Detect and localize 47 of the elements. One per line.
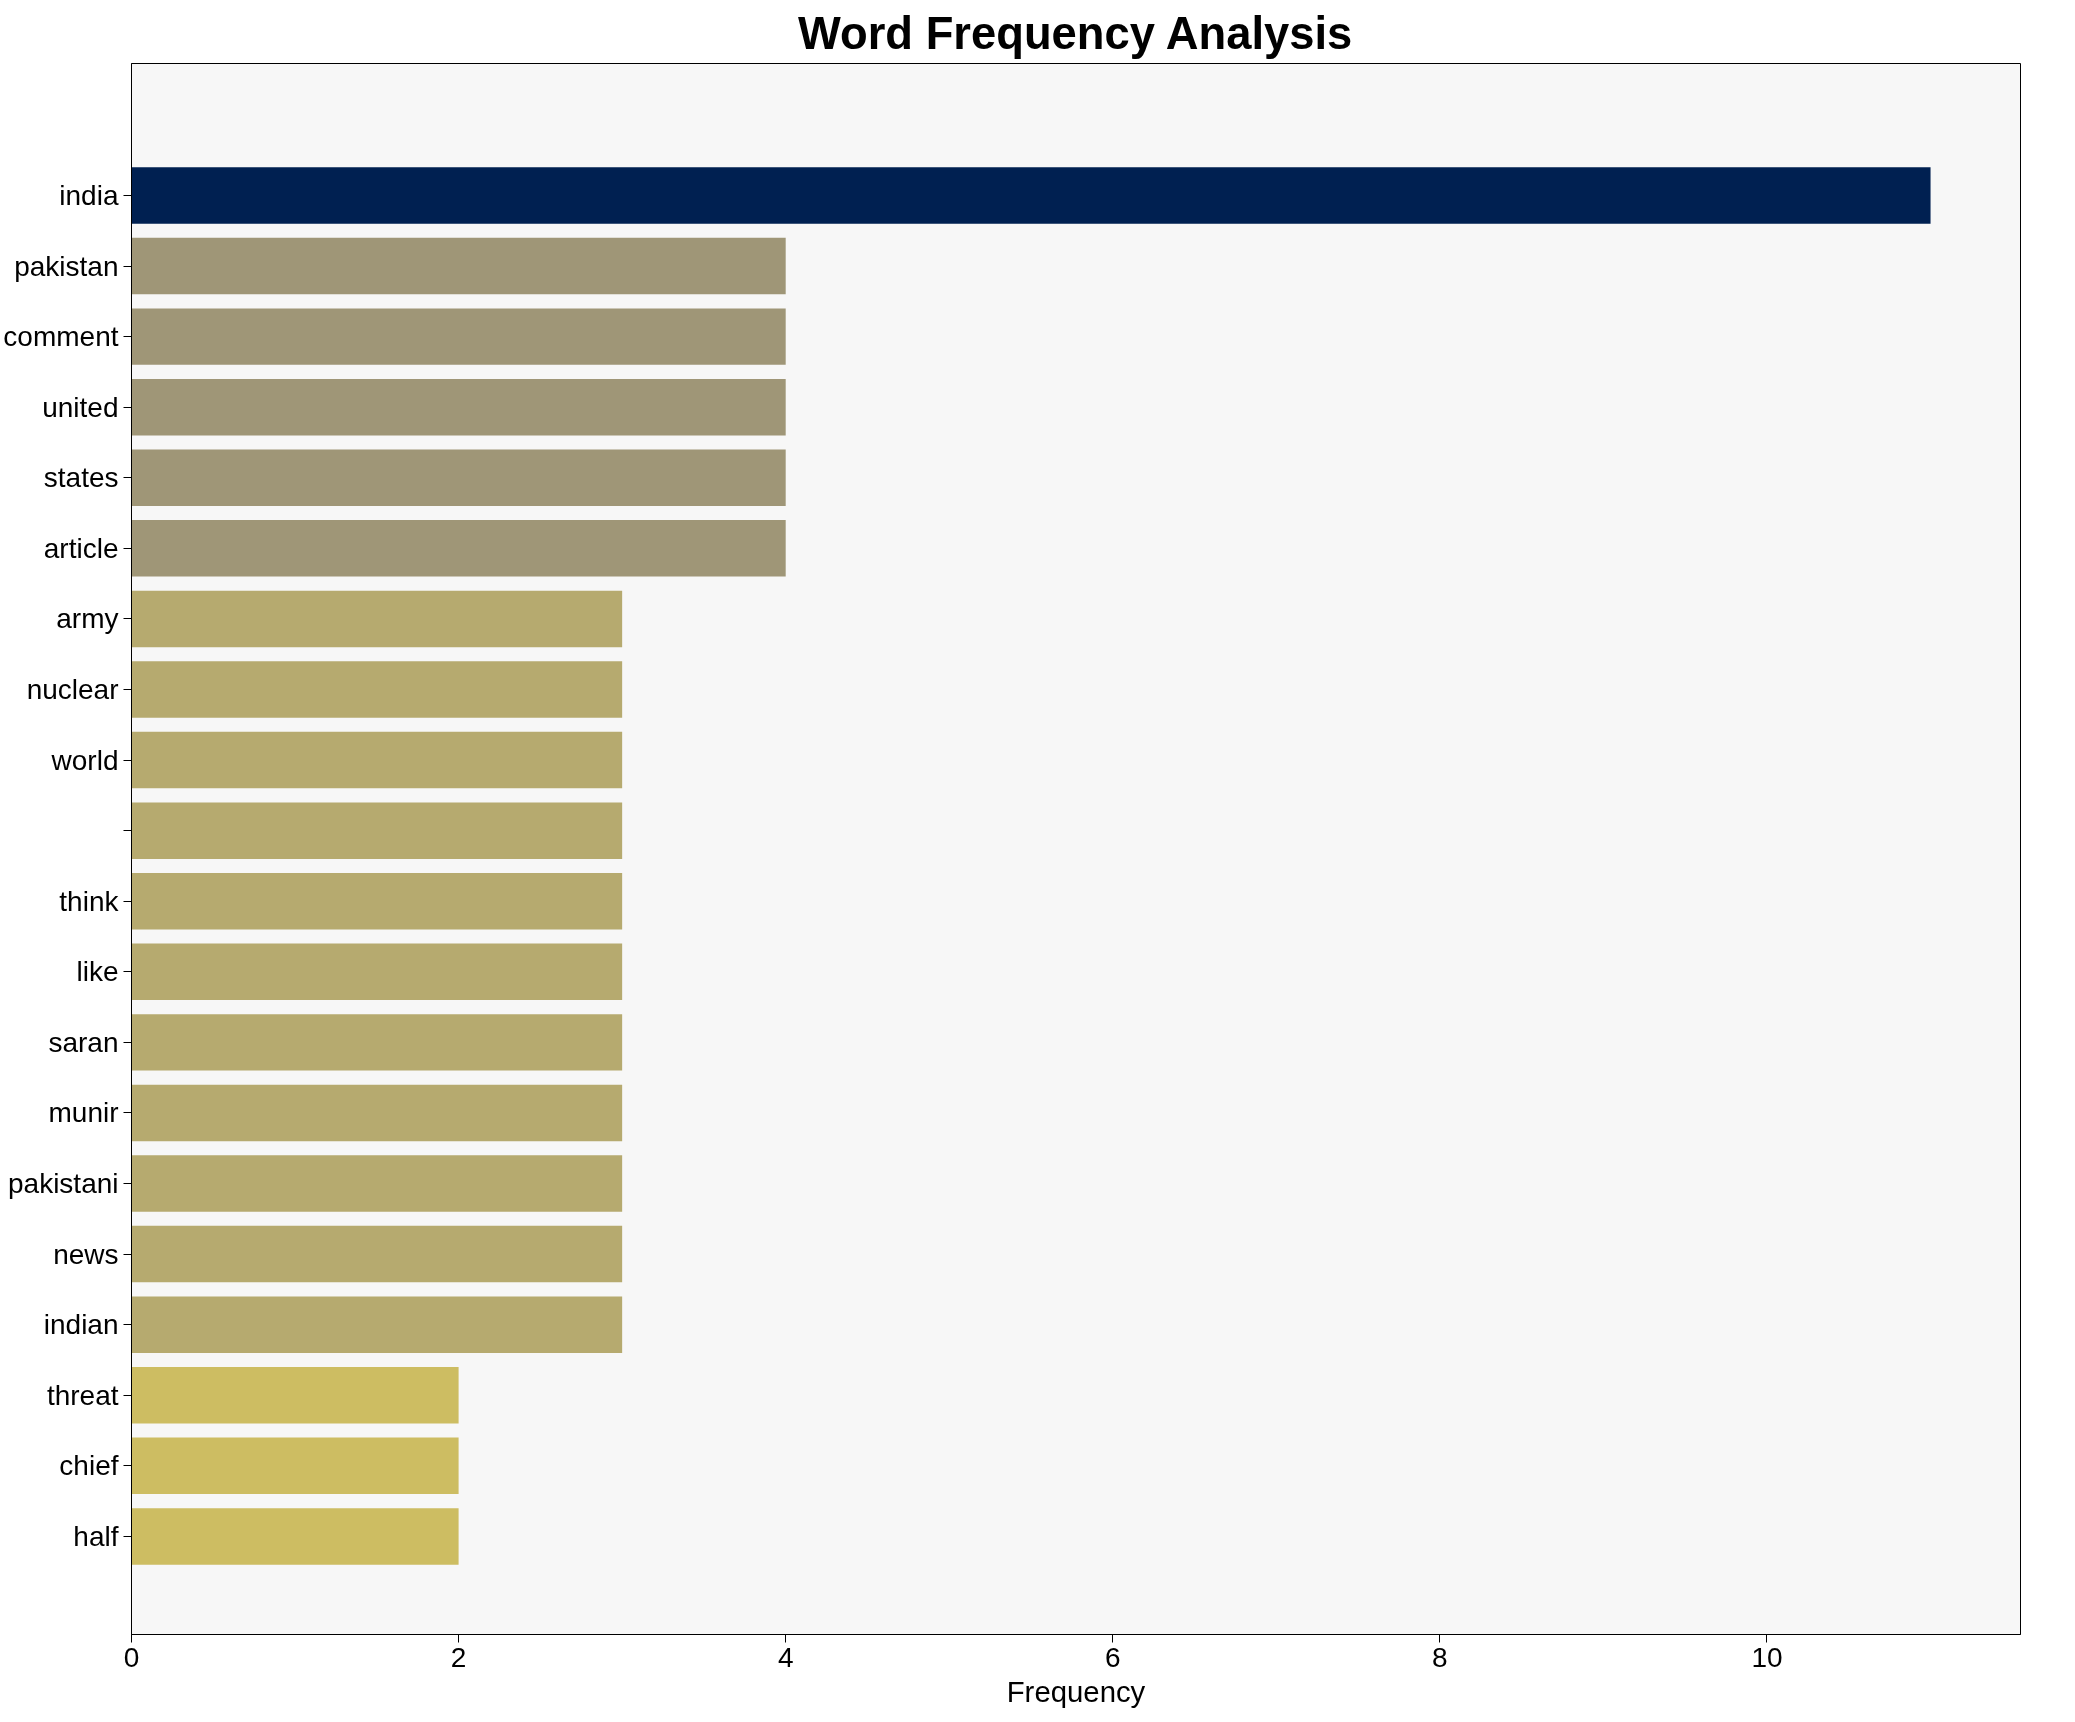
x-tick-label: 2 (450, 1641, 467, 1673)
y-tick-label: nuclear (26, 674, 119, 705)
bar (131, 731, 623, 789)
y-tick-label: half (73, 1520, 119, 1552)
bar (131, 1367, 459, 1424)
bar (131, 1437, 459, 1495)
bar (131, 943, 623, 1001)
bar (131, 308, 786, 365)
bar (131, 661, 623, 718)
y-tick-label: states (43, 462, 119, 494)
y-tick-label: threat (46, 1379, 119, 1411)
y-tick-label: pakistan (14, 250, 119, 282)
x-tick-label: 8 (1432, 1641, 1448, 1673)
bar (131, 378, 786, 436)
y-tick-label: like (76, 956, 119, 988)
x-axis-title: Frequency (1006, 1674, 1146, 1708)
y-tick-label: news (53, 1238, 119, 1270)
bar (131, 1084, 623, 1142)
y-tick-label: united (42, 391, 119, 423)
bar (131, 520, 786, 577)
bar (131, 1296, 623, 1353)
chart-title: Word Frequency Analysis (798, 7, 1353, 59)
y-tick-label: indian (43, 1309, 119, 1341)
y-tick-label: army (56, 603, 119, 635)
bar (131, 873, 623, 930)
bar (131, 1014, 623, 1071)
y-tick-label: india (59, 179, 119, 211)
y-tick-label: article (43, 532, 119, 564)
x-tick-label: 10 (1751, 1641, 1783, 1673)
x-tick-label: 0 (123, 1641, 140, 1673)
bar (131, 802, 623, 859)
y-tick-label: munir (48, 1097, 119, 1129)
y-tick-label: chief (59, 1450, 119, 1482)
bar (131, 590, 623, 648)
bar (131, 1225, 623, 1283)
bar (131, 1508, 459, 1565)
bar (131, 1155, 623, 1212)
y-tick-label: saran (48, 1026, 119, 1058)
y-tick-label: comment (3, 321, 119, 353)
x-tick-label: 4 (777, 1641, 794, 1673)
bar (131, 449, 786, 507)
x-tick-label: 6 (1105, 1641, 1121, 1673)
y-tick-label: pakistani (7, 1168, 119, 1200)
bar (131, 167, 1931, 224)
bar (131, 237, 786, 295)
y-tick-label: world (50, 744, 119, 776)
y-tick-label: think (59, 885, 120, 917)
